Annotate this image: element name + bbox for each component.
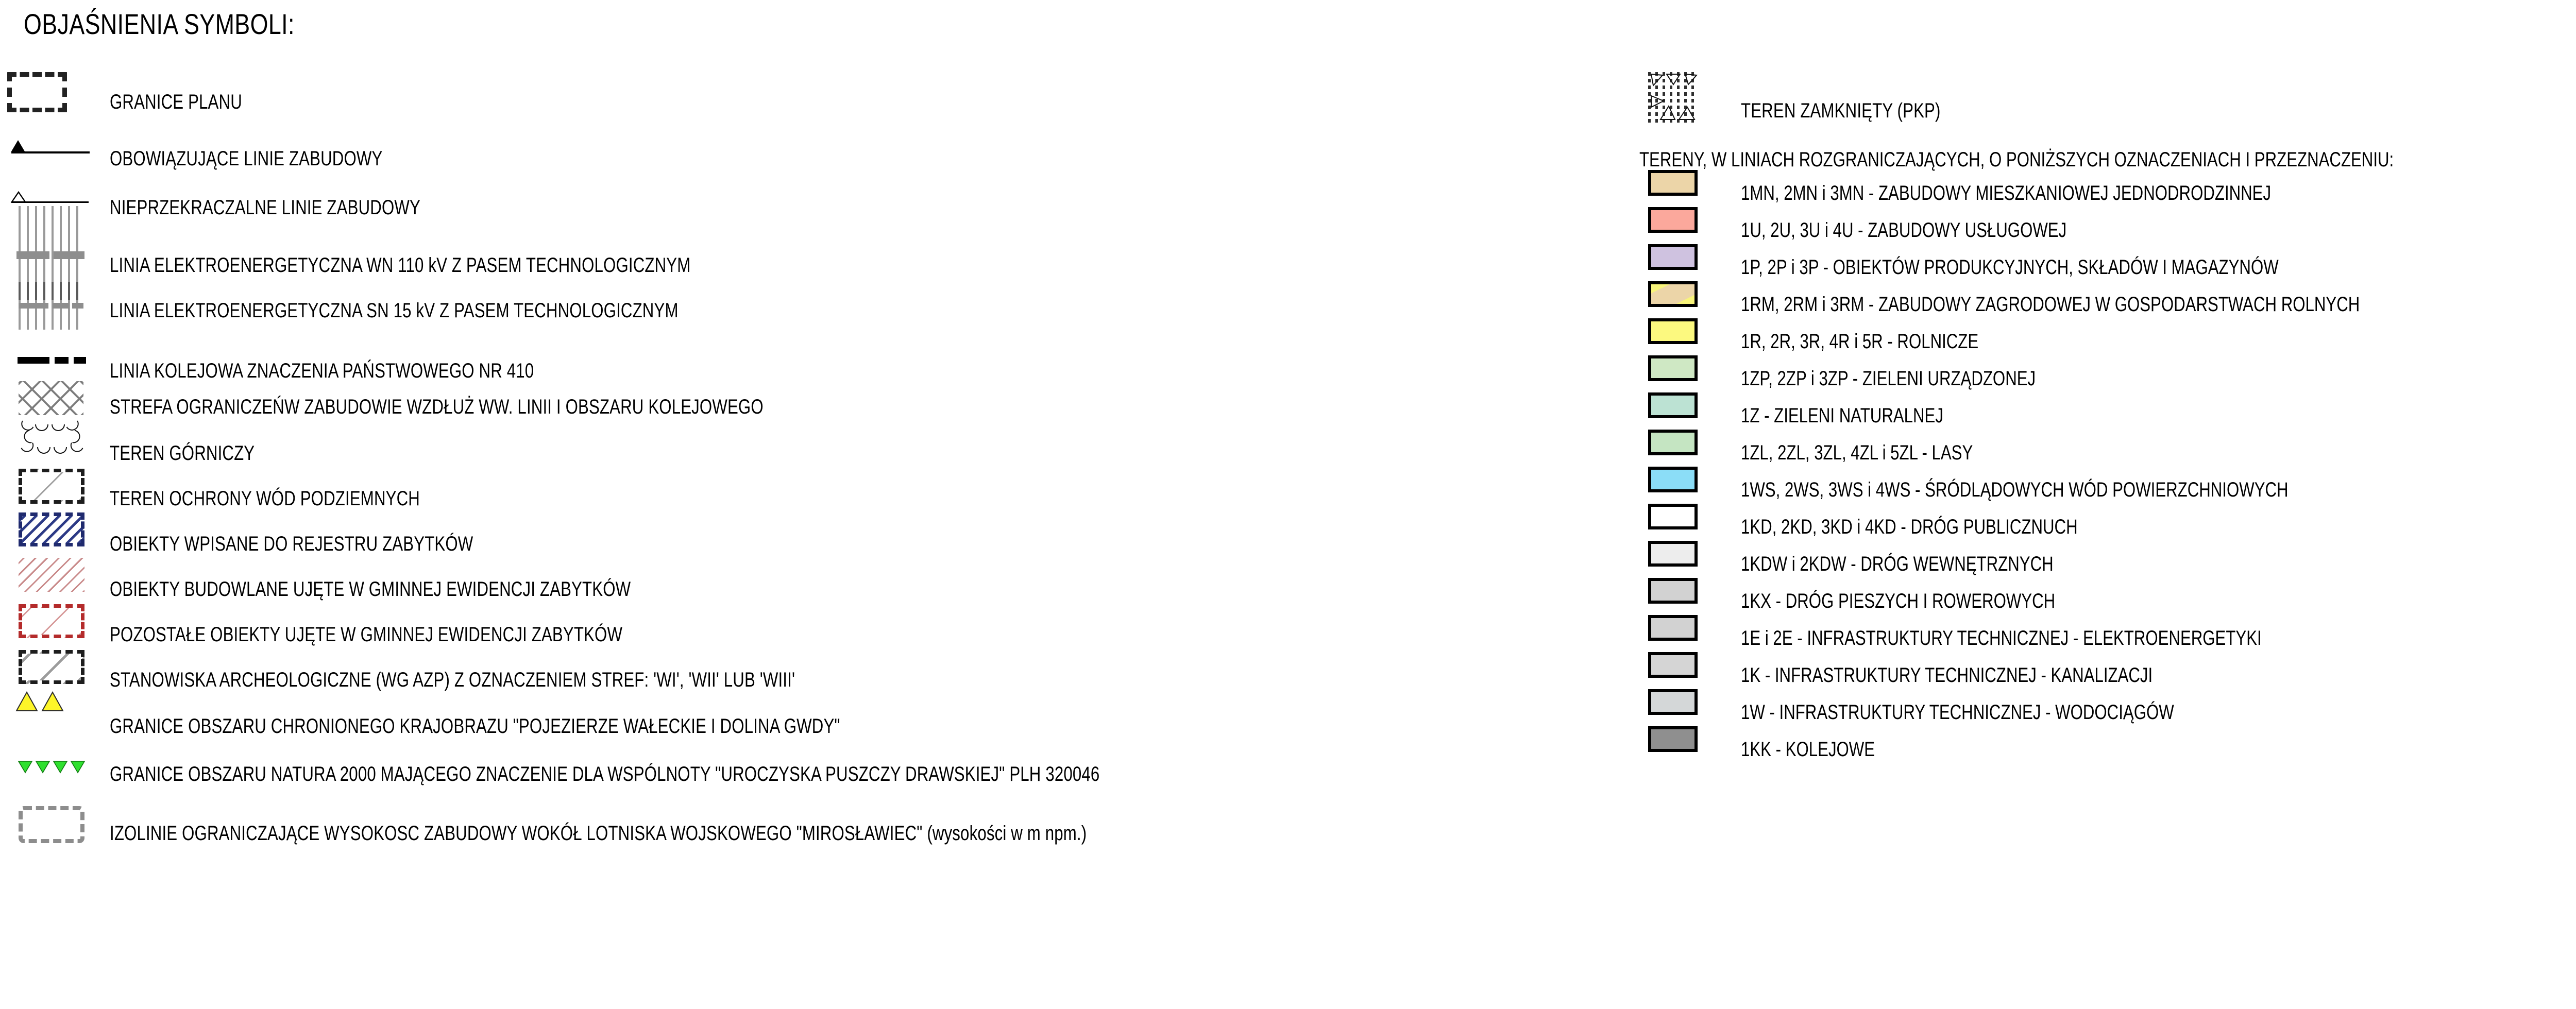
area-label-u: 1U, 2U, 3U i 4U - ZABUDOWY USŁUGOWEJ [1741,219,2067,242]
area-label-mn: 1MN, 2MN i 3MN - ZABUDOWY MIESZKANIOWEJ … [1741,182,2272,204]
area-swatch-kd [1648,504,1698,529]
area-swatch-r [1648,318,1698,344]
legend-label-closed-area-pkp: TEREN ZAMKNIĘTY (PKP) [1741,99,1941,122]
right-legend-column: TEREN ZAMKNIĘTY (PKP) TERENY, W LINIACH … [1638,0,2576,1009]
archaeological-sites-icon [19,650,84,684]
legend-label-municipal-register-build: OBIEKTY BUDOWLANE UJĘTE W GMINNEJ EWIDEN… [110,578,631,601]
area-label-kx: 1KX - DRÓG PIESZYCH I ROWEROWYCH [1741,590,2056,612]
municipal-register-other-icon [19,604,84,638]
area-swatch-ws [1648,467,1698,492]
legend-label-railway-line: LINIA KOLEJOWA ZNACZENIA PAŃSTWOWEGO NR … [110,360,534,382]
legend-label-max-building-line: NIEPRZEKRACZALNE LINIE ZABUDOWY [110,196,420,219]
railway-line-icon [18,357,87,364]
area-label-kdw: 1KDW i 2KDW - DRÓG WEWNĘTRZNYCH [1741,553,2054,575]
legend-label-plan-boundary: GRANICE PLANU [110,91,242,113]
legend-label-municipal-register-other: POZOSTAŁE OBIEKTY UJĘTE W GMINNEJ EWIDEN… [110,623,623,646]
max-building-line-glyph [10,191,89,203]
area-swatch-e [1648,615,1698,641]
mining-area-icon [19,420,83,458]
closed-area-pkp-triangles [1650,73,1698,120]
legend-label-airport-height-isolines: IZOLINIE OGRANICZAJĄCE WYSOKOSC ZABUDOWY… [110,822,1087,845]
area-swatch-zl [1648,430,1698,455]
closed-area-pkp-icon [1648,72,1698,124]
area-label-r: 1R, 2R, 3R, 4R i 5R - ROLNICZE [1741,330,1979,353]
power-line-wn-110kv-icon [16,251,49,259]
area-swatch-rm [1648,281,1698,307]
protected-landscape-glyph [15,691,64,711]
area-label-k: 1K - INFRASTRUKTURY TECHNICZNEJ - KANALI… [1741,664,2153,687]
legend-label-groundwater-protection: TEREN OCHRONY WÓD PODZIEMNYCH [110,487,420,510]
natura-2000-icon [16,758,89,776]
heritage-register-icon [19,512,84,546]
airport-height-isolines-icon [19,806,84,843]
area-swatch-kk [1648,726,1698,752]
legend-label-mandatory-building-line: OBOWIĄZUJĄCE LINIE ZABUDOWY [110,147,383,170]
areas-section-header: TERENY, W LINIACH ROZGRANICZAJĄCYCH, O P… [1639,148,2394,171]
area-label-e: 1E i 2E - INFRASTRUKTURY TECHNICZNEJ - E… [1741,627,2262,649]
legend-label-power-line-sn: LINIA ELEKTROENERGETYCZNA SN 15 kV Z PAS… [110,299,679,322]
page-title: OBJAŚNIENIA SYMBOLI: [24,8,295,40]
power-line-sn-15kv-core [19,282,82,300]
area-swatch-k [1648,652,1698,678]
power-line-sn-15kv-icon-c [72,303,83,309]
area-swatch-zp [1648,355,1698,381]
legend-label-archaeological-sites: STANOWISKA ARCHEOLOGICZNE (WG AZP) Z OZN… [110,669,795,691]
power-line-sn-15kv-icon-b [53,303,69,309]
area-swatch-p [1648,244,1698,270]
area-label-z: 1Z - ZIELENI NATURALNEJ [1741,404,1943,427]
legend-label-power-line-wn: LINIA ELEKTROENERGETYCZNA WN 110 kV Z PA… [110,254,691,277]
area-swatch-kx [1648,578,1698,604]
legend-label-restriction-zone: STREFA OGRANICZEŃW ZABUDOWIE WZDŁUŻ WW. … [110,396,764,418]
area-label-ws: 1WS, 2WS, 3WS i 4WS - ŚRÓDLĄDOWYCH WÓD P… [1741,478,2289,501]
natura-2000-glyph [18,761,86,774]
area-label-kd: 1KD, 2KD, 3KD i 4KD - DRÓG PUBLICZNUCH [1741,516,2078,538]
area-swatch-kdw [1648,541,1698,567]
plan-boundary-icon [7,72,67,112]
power-line-wn-110kv-icon-b [54,251,84,259]
area-swatch-w [1648,689,1698,715]
area-label-rm: 1RM, 2RM i 3RM - ZABUDOWY ZAGRODOWEJ W G… [1741,293,2360,316]
groundwater-protection-icon [19,469,84,504]
area-swatch-mn [1648,170,1698,196]
protected-landscape-icon [15,689,88,714]
area-label-p: 1P, 2P i 3P - OBIEKTÓW PRODUKCYJNYCH, SK… [1741,256,2279,279]
power-line-sn-15kv-icon [19,303,48,309]
legend-label-heritage-register: OBIEKTY WPISANE DO REJESTRU ZABYTKÓW [110,533,473,555]
legend-label-natura-2000: GRANICE OBSZARU NATURA 2000 MAJĄCEGO ZNA… [110,763,1100,785]
legend-label-protected-landscape: GRANICE OBSZARU CHRONIONEGO KRAJOBRAZU "… [110,715,840,738]
mandatory-building-line-icon [7,140,90,153]
legend-label-mining-area: TEREN GÓRNICZY [110,442,255,465]
restriction-zone-icon [19,381,83,415]
area-label-w: 1W - INFRASTRUKTURY TECHNICZNEJ - WODOCI… [1741,701,2174,724]
area-label-zl: 1ZL, 2ZL, 3ZL, 4ZL i 5ZL - LASY [1741,441,1973,464]
area-label-kk: 1KK - KOLEJOWE [1741,738,1875,761]
area-swatch-u [1648,207,1698,233]
municipal-register-build-icon [19,558,84,592]
area-swatch-z [1648,392,1698,418]
max-building-line-icon [7,191,90,204]
power-line-hatch-band [19,206,82,330]
left-legend-column: GRANICE PLANU OBOWIĄZUJĄCE LINIE ZABUDOW… [7,72,1100,845]
area-label-zp: 1ZP, 2ZP i 3ZP - ZIELENI URZĄDZONEJ [1741,367,2036,390]
